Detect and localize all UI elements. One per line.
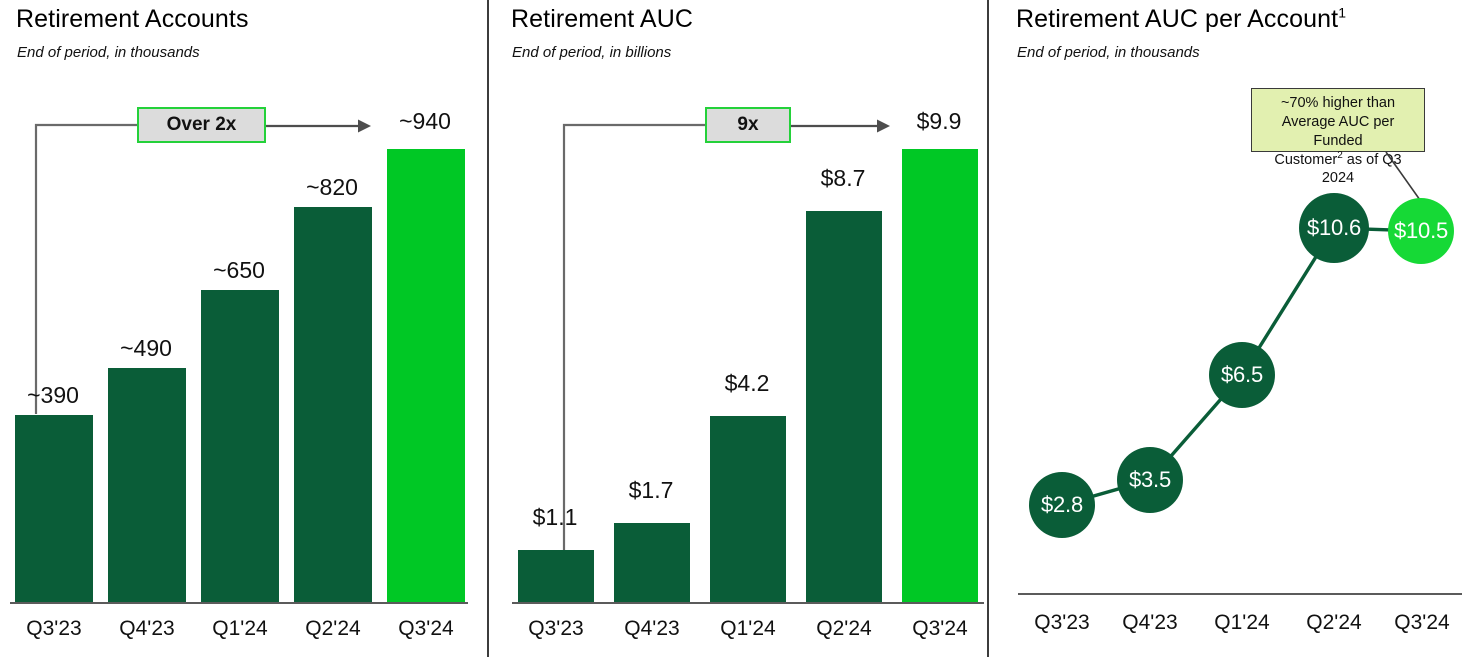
x-tick-label: Q1'24 (212, 617, 268, 640)
x-tick-label: Q3'23 (528, 617, 584, 640)
x-tick-label: Q3'24 (398, 617, 454, 640)
page-title-auc-per-account: Retirement AUC per Account1 (1016, 5, 1346, 34)
bar-value-label: ~940 (399, 108, 451, 134)
x-tick-label: Q4'23 (624, 617, 680, 640)
chart-subtitle-accounts: End of period, in thousands (17, 44, 200, 61)
x-tick-label: Q3'24 (912, 617, 968, 640)
growth-arrow-accounts (266, 115, 376, 137)
bar-value-label: $9.9 (916, 108, 962, 134)
annotation-line-2: Average AUC per Funded (1281, 113, 1395, 149)
bar-q3-24 (902, 149, 978, 603)
data-point-q1-24: $6.5 (1209, 342, 1275, 408)
x-tick-label: Q1'24 (1214, 611, 1270, 634)
bar-value-label: $1.7 (628, 477, 674, 503)
annotation-superscript: 2 (1337, 149, 1343, 161)
bar-value-label: $1.1 (532, 504, 578, 530)
x-tick-label: Q4'23 (1122, 611, 1178, 634)
x-tick-label: Q3'23 (26, 617, 82, 640)
title-superscript: 1 (1338, 4, 1347, 21)
annotation-line-1: ~70% higher than (1280, 95, 1396, 111)
annotation-callout-box: ~70% higher than Average AUC per Funded … (1251, 88, 1425, 186)
annotation-leader-line (1380, 152, 1440, 224)
chart-subtitle-auc-per-account: End of period, in thousands (1017, 44, 1200, 61)
bar-value-label: ~490 (120, 335, 172, 361)
chart-title-text: Retirement AUC (511, 5, 694, 33)
page-title-accounts: Retirement Accounts (16, 5, 249, 34)
bar-q2-24 (294, 207, 372, 603)
chart-title-text: Retirement Accounts (16, 5, 249, 33)
x-tick-label: Q2'24 (1306, 611, 1362, 634)
bar-q3-23 (15, 415, 93, 603)
bar-value-label: ~390 (27, 382, 79, 408)
data-point-q2-24: $10.6 (1299, 193, 1369, 263)
bar-q1-24 (201, 290, 279, 603)
bar-q1-24 (710, 416, 786, 603)
bar-q3-24 (387, 149, 465, 603)
bar-q4-23 (614, 523, 690, 603)
page-title-auc: Retirement AUC (511, 5, 693, 34)
bar-plot-auc: 9x $1.1 $1.7 $4.2 $8.7 $9.9 Q3'23 Q4'23 … (492, 0, 988, 657)
x-tick-label: Q3'23 (1034, 611, 1090, 634)
growth-arrow-auc (791, 115, 895, 137)
panel-divider-2 (987, 0, 989, 657)
data-point-q3-23: $2.8 (1029, 472, 1095, 538)
x-tick-label: Q2'24 (305, 617, 361, 640)
bar-value-label: ~820 (306, 174, 358, 200)
data-point-q3-24: $10.5 (1388, 198, 1454, 264)
bar-q2-24 (806, 211, 882, 603)
chart-title-text: Retirement AUC per Account (1016, 5, 1339, 33)
bar-q4-23 (108, 368, 186, 603)
growth-callout-accounts: Over 2x (137, 107, 266, 143)
panel-divider-1 (487, 0, 489, 657)
bar-q3-23 (518, 550, 594, 603)
x-tick-label: Q1'24 (720, 617, 776, 640)
bar-plot-accounts: Over 2x ~390 ~490 ~650 ~820 ~940 Q3'23 Q… (0, 0, 488, 657)
x-tick-label: Q4'23 (119, 617, 175, 640)
panel-retirement-auc: Retirement AUC End of period, in billion… (492, 0, 988, 657)
x-axis-line-auc (512, 602, 984, 604)
x-axis-line-accounts (10, 602, 468, 604)
data-point-q4-23: $3.5 (1117, 447, 1183, 513)
line-plot-auc-per-account: ~70% higher than Average AUC per Funded … (1000, 0, 1476, 657)
panel-retirement-auc-per-account: Retirement AUC per Account1 End of perio… (1000, 0, 1476, 657)
x-tick-label: Q2'24 (816, 617, 872, 640)
annotation-line-3-a: Customer (1274, 151, 1338, 168)
bar-value-label: ~650 (213, 257, 265, 283)
bar-value-label: $8.7 (820, 165, 866, 191)
panel-retirement-accounts: Retirement Accounts End of period, in th… (0, 0, 488, 657)
x-tick-label: Q3'24 (1394, 611, 1450, 634)
growth-callout-auc: 9x (705, 107, 791, 143)
chart-subtitle-auc: End of period, in billions (512, 44, 672, 61)
x-axis-line-auc-per-account (1018, 593, 1462, 595)
bar-value-label: $4.2 (724, 370, 770, 396)
